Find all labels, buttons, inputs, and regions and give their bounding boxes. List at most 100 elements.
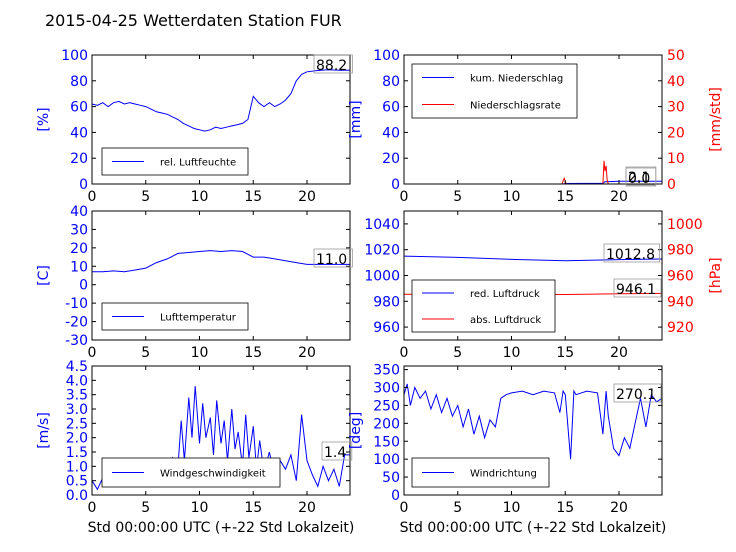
x-tick-label: 15 bbox=[556, 500, 574, 516]
legend-label: Windgeschwindigkeit bbox=[160, 469, 266, 480]
x-tick-label: 5 bbox=[453, 345, 462, 361]
last-value-box bbox=[613, 383, 662, 403]
x-tick-label: 20 bbox=[298, 500, 316, 516]
y-tick-label: 20 bbox=[70, 151, 88, 167]
y-tick-label: 100 bbox=[373, 452, 400, 468]
y-tick-label: -30 bbox=[65, 333, 88, 349]
legend-label: Niederschlagsrate bbox=[470, 101, 561, 112]
last-value-box bbox=[625, 167, 657, 187]
y2-tick-label: 960 bbox=[667, 269, 694, 285]
y-tick-label: 40 bbox=[70, 125, 88, 141]
x-tick-label: 5 bbox=[141, 500, 150, 516]
last-value-label: 270.1 bbox=[616, 387, 656, 403]
x-tick-label: 0 bbox=[400, 500, 409, 516]
legend-box bbox=[411, 279, 556, 333]
y-tick-label: 250 bbox=[373, 398, 400, 414]
x-tick-label: 10 bbox=[503, 189, 521, 205]
y-tick-label: 20 bbox=[70, 241, 88, 257]
x-tick-label: 5 bbox=[141, 345, 150, 361]
x-tick-label: 0 bbox=[88, 500, 97, 516]
y-tick-label: 200 bbox=[373, 416, 400, 432]
y2-tick-label: 980 bbox=[667, 243, 694, 259]
last-value-label: 88.2 bbox=[316, 58, 347, 74]
series-line-pressure-0 bbox=[403, 255, 663, 262]
y-tick-label: 3.5 bbox=[66, 388, 88, 404]
last-value-label: 2.1 bbox=[628, 170, 650, 186]
y-tick-label: 40 bbox=[70, 204, 88, 220]
last-value-label: 1.4 bbox=[324, 445, 346, 461]
legend-label: kum. Niederschlag bbox=[470, 74, 563, 85]
y-tick-label: 150 bbox=[373, 434, 400, 450]
y2-tick-label: 30 bbox=[667, 100, 685, 116]
x-tick-label: 5 bbox=[453, 189, 462, 205]
y-tick-label: 980 bbox=[373, 294, 400, 310]
y-tick-label: 300 bbox=[373, 381, 400, 397]
series-line-precipitation-1 bbox=[404, 160, 662, 185]
x-tick-label: 15 bbox=[556, 189, 574, 205]
y-axis-label: [m/s] bbox=[36, 412, 52, 449]
x-tick-label: 10 bbox=[191, 189, 209, 205]
y-tick-label: 10 bbox=[70, 259, 88, 275]
x-tick-label: 20 bbox=[610, 189, 628, 205]
y-tick-label: 1040 bbox=[364, 217, 400, 233]
y-tick-label: 4.5 bbox=[66, 359, 88, 375]
axes-frame bbox=[91, 210, 351, 341]
x-tick-label: 20 bbox=[298, 189, 316, 205]
panel-pressure: 0 5 10 15 20 960 980 1000 1020 1040 920 940 960 980 10… bbox=[364, 210, 724, 361]
x-tick-label: 5 bbox=[453, 500, 462, 516]
legend-label: red. Luftdruck bbox=[470, 289, 540, 300]
x-tick-label: 10 bbox=[191, 500, 209, 516]
last-value-label: 0.0 bbox=[628, 171, 650, 187]
series-line-temperature-0 bbox=[92, 250, 350, 273]
y-tick-label: 3.0 bbox=[66, 402, 88, 418]
last-value-box bbox=[603, 243, 660, 263]
y-tick-label: 40 bbox=[382, 125, 400, 141]
y2-tick-label: 0 bbox=[667, 177, 676, 193]
y-tick-label: 1020 bbox=[364, 243, 400, 259]
y-axis-label: [%] bbox=[36, 107, 52, 131]
x-tick-label: 0 bbox=[400, 189, 409, 205]
y-tick-label: 960 bbox=[373, 320, 400, 336]
x-axis-label-left: Std 00:00:00 UTC (+-22 Std Lokalzeit) bbox=[88, 520, 355, 536]
x-tick-label: 20 bbox=[610, 500, 628, 516]
y-tick-label: 1.0 bbox=[66, 459, 88, 475]
y2-tick-label: 1000 bbox=[667, 217, 703, 233]
legend-label: rel. Luftfeuchte bbox=[160, 158, 236, 169]
y-tick-label: 80 bbox=[70, 74, 88, 90]
y-tick-label: 4.0 bbox=[66, 373, 88, 389]
axes-frame bbox=[403, 365, 663, 496]
y2-tick-label: 50 bbox=[667, 48, 685, 64]
x-tick-label: 10 bbox=[503, 345, 521, 361]
y-tick-label: 100 bbox=[61, 48, 88, 64]
y-tick-label: 0 bbox=[391, 488, 400, 504]
series-line-winddirection-0 bbox=[403, 383, 663, 460]
y-tick-label: 1000 bbox=[364, 269, 400, 285]
x-tick-label: 15 bbox=[244, 500, 262, 516]
last-value-label: 1012.8 bbox=[606, 247, 655, 263]
x-tick-label: 20 bbox=[610, 345, 628, 361]
y-tick-label: 0 bbox=[79, 278, 88, 294]
x-tick-label: 0 bbox=[88, 189, 97, 205]
y2-tick-label: 10 bbox=[667, 151, 685, 167]
y-axis-label: [deg] bbox=[348, 412, 364, 449]
axes-frame bbox=[403, 54, 663, 185]
x-tick-label: 10 bbox=[503, 500, 521, 516]
y-tick-label: 0 bbox=[79, 177, 88, 193]
legend-label: Lufttemperatur bbox=[160, 313, 237, 324]
x-tick-label: 0 bbox=[88, 345, 97, 361]
y-tick-label: -20 bbox=[65, 315, 88, 331]
y2-tick-label: 940 bbox=[667, 294, 694, 310]
y-tick-label: 350 bbox=[373, 363, 400, 379]
y-axis-label: [mm] bbox=[348, 100, 364, 138]
y-tick-label: -10 bbox=[65, 296, 88, 312]
y2-tick-label: 920 bbox=[667, 320, 694, 336]
y-tick-label: 2.0 bbox=[66, 431, 88, 447]
x-tick-label: 15 bbox=[244, 345, 262, 361]
y2-tick-label: 40 bbox=[667, 74, 685, 90]
y-axis-label: [C] bbox=[36, 265, 52, 286]
y-tick-label: 60 bbox=[70, 100, 88, 116]
panel-temperature: 0 5 10 15 20 -30 -20 -10 0 10 20 30 40 [C] Lufttempera… bbox=[36, 204, 353, 361]
last-value-box bbox=[613, 278, 662, 298]
last-value-box bbox=[313, 248, 353, 268]
y-tick-label: 60 bbox=[382, 100, 400, 116]
